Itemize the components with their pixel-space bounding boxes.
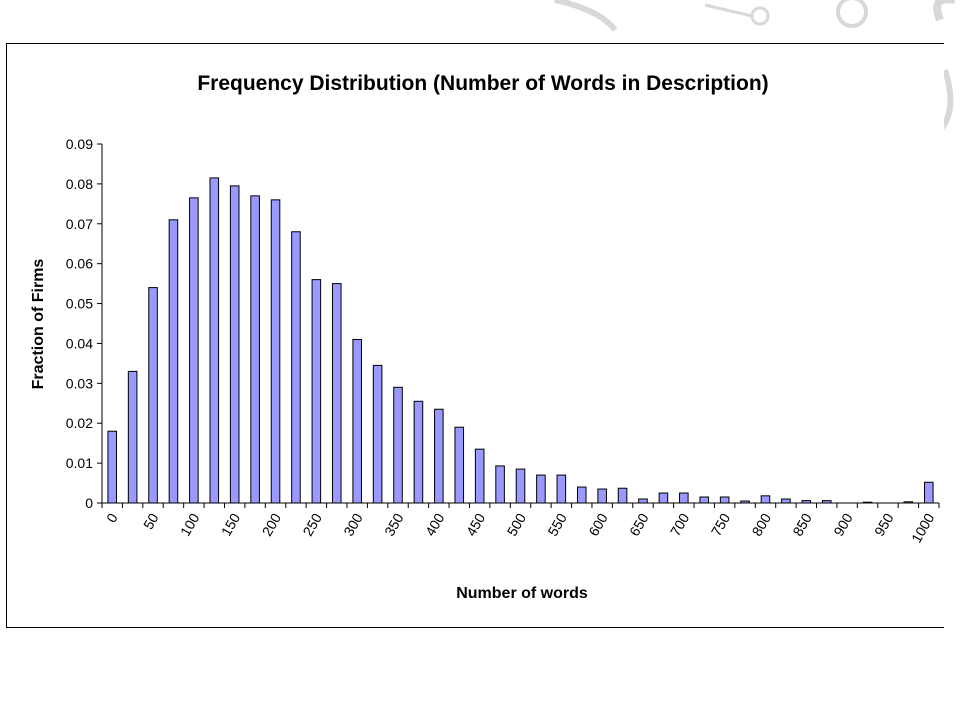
bar [924, 481, 934, 504]
bar [291, 231, 301, 504]
x-tick-label: 700 [667, 510, 693, 538]
x-tick-label: 50 [140, 510, 162, 532]
bar [679, 492, 689, 504]
x-tick-label: 100 [177, 510, 203, 538]
x-tick-label: 0 [103, 510, 121, 525]
bar [331, 283, 342, 504]
bar [617, 487, 628, 504]
bar [168, 219, 179, 504]
y-tick-label: 0.01 [66, 455, 93, 471]
x-tick-label: 250 [299, 510, 325, 538]
x-tick-label: 750 [708, 510, 734, 538]
y-tick-label: 0.03 [66, 375, 93, 391]
bar [189, 197, 199, 504]
bar [352, 338, 362, 504]
bar [658, 492, 669, 504]
y-axis: 0 0.01 0.02 0.03 0.04 0.05 0.06 0.07 0.08 0.09 [66, 136, 103, 511]
y-tick-label: 0.09 [66, 136, 93, 152]
bar [781, 498, 791, 504]
bar [801, 500, 812, 504]
x-tick-label: 900 [830, 510, 856, 538]
bar [638, 498, 648, 504]
x-tick-label: 800 [749, 510, 775, 538]
bar [576, 486, 587, 504]
chart-title: Frequency Distribution (Number of Words … [197, 72, 768, 95]
x-tick-label: 150 [218, 510, 244, 538]
x-tick-label: 1000 [908, 510, 938, 545]
y-tick-label: 0.06 [66, 256, 93, 272]
bar [699, 496, 710, 504]
bar [515, 468, 526, 504]
y-axis-title: Fraction of Firms [30, 259, 47, 390]
bar [250, 195, 260, 504]
bar [597, 488, 607, 504]
bar [229, 185, 240, 504]
x-tick-label: 300 [340, 510, 366, 538]
bar [434, 408, 444, 504]
x-tick-label: 950 [871, 510, 897, 538]
x-axis-title: Number of words [456, 585, 588, 602]
bar [474, 448, 485, 504]
bar [495, 465, 505, 504]
x-tick-label: 550 [544, 510, 570, 538]
bar [413, 400, 424, 504]
chart: Frequency Distribution (Number of Words … [30, 72, 940, 602]
x-tick-label: 350 [381, 510, 407, 538]
x-tick-label: 500 [504, 510, 530, 538]
x-tick-label: 450 [463, 510, 489, 538]
bar [556, 474, 567, 504]
y-tick-label: 0.04 [66, 335, 93, 351]
x-tick-label: 650 [626, 510, 652, 538]
bar [393, 386, 403, 504]
bar [311, 279, 322, 504]
bar-series [107, 177, 934, 504]
bar [148, 287, 158, 504]
bar [719, 496, 730, 504]
y-tick-label: 0 [85, 495, 93, 511]
bar [270, 199, 281, 504]
x-axis: 0 50 100 150 200 250 300 350 400 450 500 550 600 650 7… [101, 502, 940, 545]
x-tick-label: 200 [259, 510, 285, 538]
bar [760, 495, 771, 504]
y-tick-label: 0.07 [66, 216, 93, 232]
bar [372, 364, 383, 504]
bar [862, 501, 873, 504]
bar [740, 500, 750, 504]
bar [454, 426, 465, 504]
x-tick-label: 600 [585, 510, 611, 538]
y-tick-label: 0.02 [66, 415, 93, 431]
chart-frame: Frequency Distribution (Number of Words … [6, 43, 944, 628]
bar [821, 500, 832, 504]
bar [127, 370, 138, 504]
x-tick-label: 400 [422, 510, 448, 538]
y-tick-label: 0.05 [66, 296, 93, 312]
bar [536, 474, 546, 504]
bar [903, 501, 914, 504]
y-tick-label: 0.08 [66, 176, 93, 192]
bar [209, 177, 220, 504]
x-tick-label: 850 [789, 510, 815, 538]
bar [107, 430, 117, 504]
